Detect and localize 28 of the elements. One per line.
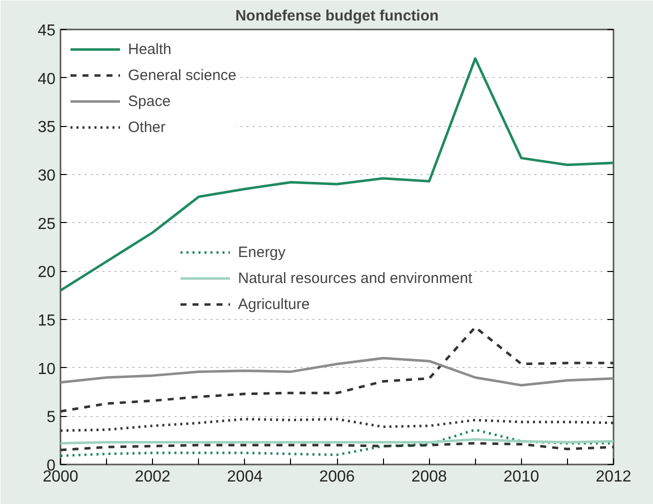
y-tick-label: 35 — [38, 119, 56, 136]
y-tick-label: 20 — [38, 264, 56, 282]
legend-label: Energy — [238, 244, 286, 260]
y-tick-label: 10 — [38, 360, 56, 378]
legend-label: Space — [128, 92, 171, 110]
x-tick-label: 2006 — [319, 468, 355, 486]
legend-label: Other — [128, 118, 166, 136]
y-tick-label: 25 — [38, 216, 56, 233]
y-tick-label: 40 — [38, 70, 56, 88]
legend-label: General science — [128, 66, 236, 84]
legend-label: Agriculture — [238, 296, 310, 312]
x-tick-label: 2008 — [411, 468, 448, 486]
chart-title: Nondefense budget function — [235, 8, 439, 24]
x-tick-label: 2010 — [504, 468, 540, 486]
line-series — [60, 356, 614, 386]
legend-label: Health — [128, 40, 172, 58]
x-tick-label: 2004 — [227, 468, 263, 486]
x-tick-label: 2012 — [596, 468, 632, 486]
y-tick-label: 30 — [38, 168, 56, 184]
legend-label: Natural resources and environment — [238, 270, 472, 286]
x-tick-label: 2002 — [134, 468, 171, 486]
y-tick-label: 15 — [38, 312, 56, 330]
line-series — [60, 442, 614, 452]
y-tick-label: 5 — [46, 409, 56, 426]
line-series — [60, 57, 614, 292]
y-tick-label: 45 — [38, 22, 56, 40]
line-series — [60, 326, 614, 413]
line-series — [60, 418, 614, 432]
